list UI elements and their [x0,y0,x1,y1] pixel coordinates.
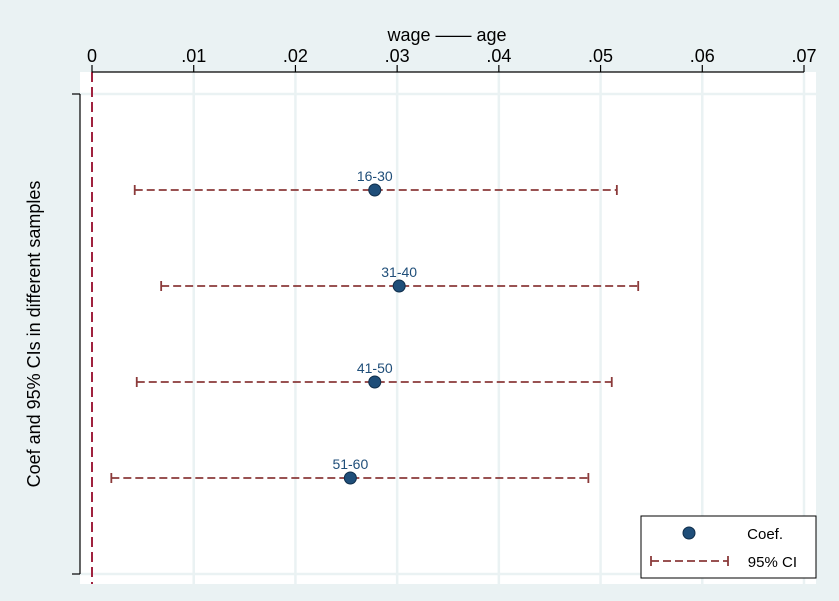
point-label: 41-50 [357,360,393,376]
x-tick-label: 0 [87,46,97,66]
point-label: 51-60 [332,456,368,472]
y-axis-label: Coef and 95% CIs in different samples [24,181,44,488]
axes: 0 .01 .02 .03 .04 .05 .06 .07 [72,46,817,575]
coef-point [392,279,406,293]
x-tick-label: .03 [385,46,410,66]
point-label: 16-30 [357,168,393,184]
x-tick-label: .02 [283,46,308,66]
x-tick-label: .05 [588,46,613,66]
point-label: 31-40 [381,264,417,280]
coefficient-points [343,183,406,485]
coef-point [368,183,382,197]
coef-point [343,471,357,485]
x-tick-label: .04 [486,46,511,66]
coef-point [368,375,382,389]
legend-coef-label: Coef. [747,526,783,543]
x-tick-label: .07 [791,46,816,66]
chart-title: wage —— age [386,25,506,45]
legend-ci-label: 95% CI [748,554,797,571]
legend-box [640,515,817,579]
legend: Coef. 95% CI [640,515,817,579]
x-tick-label: .01 [181,46,206,66]
plot-area [80,72,816,584]
point-labels: 16-30 31-40 41-50 51-60 [332,168,417,472]
x-tick-label: .06 [690,46,715,66]
legend-coef-marker [682,526,696,540]
